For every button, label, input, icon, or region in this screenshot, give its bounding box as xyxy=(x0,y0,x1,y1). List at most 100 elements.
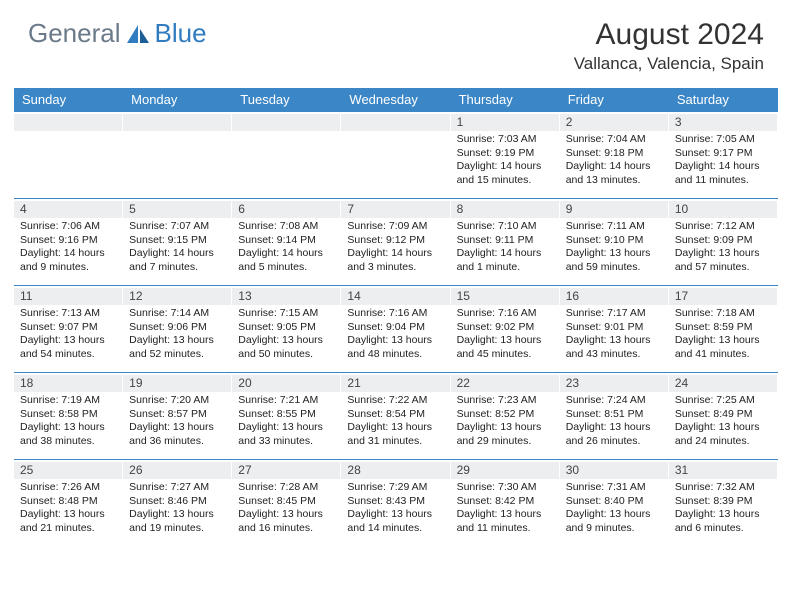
day-number: 7 xyxy=(341,201,449,218)
sunset-line: Sunset: 8:49 PM xyxy=(675,408,773,421)
sunset-line: Sunset: 9:19 PM xyxy=(457,147,555,160)
sunrise-line: Sunrise: 7:26 AM xyxy=(20,481,118,494)
calendar-day: 8 Sunrise: 7:10 AMSunset: 9:11 PMDaylight… xyxy=(451,199,560,285)
daylight-line: Daylight: 14 hours and 11 minutes. xyxy=(675,160,773,187)
day-number: 27 xyxy=(232,462,340,479)
sunrise-line: Sunrise: 7:27 AM xyxy=(129,481,227,494)
calendar-day: 19Sunrise: 7:20 AMSunset: 8:57 PMDayligh… xyxy=(123,373,232,459)
daylight-line: Daylight: 13 hours and 59 minutes. xyxy=(566,247,664,274)
calendar-week: 25Sunrise: 7:26 AMSunset: 8:48 PMDayligh… xyxy=(14,459,778,546)
calendar-day: 21Sunrise: 7:22 AMSunset: 8:54 PMDayligh… xyxy=(341,373,450,459)
calendar-day: 14Sunrise: 7:16 AMSunset: 9:04 PMDayligh… xyxy=(341,286,450,372)
sunset-line: Sunset: 8:51 PM xyxy=(566,408,664,421)
day-number: 12 xyxy=(123,288,231,305)
day-number: 21 xyxy=(341,375,449,392)
brand-word-1: General xyxy=(28,18,121,49)
day-number: 15 xyxy=(451,288,559,305)
sunrise-line: Sunrise: 7:24 AM xyxy=(566,394,664,407)
sunset-line: Sunset: 9:05 PM xyxy=(238,321,336,334)
daylight-line: Daylight: 14 hours and 3 minutes. xyxy=(347,247,445,274)
daylight-line: Daylight: 13 hours and 19 minutes. xyxy=(129,508,227,535)
calendar-day: 10Sunrise: 7:12 AMSunset: 9:09 PMDayligh… xyxy=(669,199,778,285)
calendar-week: 11 Sunrise: 7:13 AMSunset: 9:07 PM Dayligh… xyxy=(14,285,778,372)
sunrise-line: Sunrise: 7:30 AM xyxy=(457,481,555,494)
sunset-line: Sunset: 9:12 PM xyxy=(347,234,445,247)
sunset-line: Sunset: 9:16 PM xyxy=(20,234,118,247)
sunrise-line: Sunrise: 7:09 AM xyxy=(347,220,445,233)
daylight-line: Daylight: 13 hours and 9 minutes. xyxy=(566,508,664,535)
sunrise-line: Sunrise: 7:08 AM xyxy=(238,220,336,233)
daylight-line: Daylight: 13 hours and 29 minutes. xyxy=(457,421,555,448)
day-number: 8 xyxy=(451,201,559,218)
calendar-day: 26Sunrise: 7:27 AMSunset: 8:46 PMDayligh… xyxy=(123,460,232,546)
calendar-day xyxy=(14,112,123,198)
sunset-line: Sunset: 8:58 PM xyxy=(20,408,118,421)
daylight-line: Daylight: 13 hours and 26 minutes. xyxy=(566,421,664,448)
sunset-line: Sunset: 8:43 PM xyxy=(347,495,445,508)
brand-logo: General Blue xyxy=(28,18,207,49)
daylight-line: Daylight: 14 hours and 1 minute. xyxy=(457,247,555,274)
calendar-day: 7 Sunrise: 7:09 AMSunset: 9:12 PMDaylight… xyxy=(341,199,450,285)
calendar: SundayMondayTuesdayWednesdayThursdayFrid… xyxy=(14,88,778,546)
daylight-line: Daylight: 13 hours and 57 minutes. xyxy=(675,247,773,274)
day-number: 18 xyxy=(14,375,122,392)
sunrise-line: Sunrise: 7:12 AM xyxy=(675,220,773,233)
day-number xyxy=(14,114,122,131)
daylight-line: Daylight: 13 hours and 50 minutes. xyxy=(238,334,336,361)
sunset-line: Sunset: 9:07 PM xyxy=(20,321,118,334)
calendar-day: 25Sunrise: 7:26 AMSunset: 8:48 PMDayligh… xyxy=(14,460,123,546)
calendar-day xyxy=(232,112,341,198)
calendar-week: 18 Sunrise: 7:19 AMSunset: 8:58 PM Dayligh… xyxy=(14,372,778,459)
daylight-line: Daylight: 13 hours and 52 minutes. xyxy=(129,334,227,361)
calendar-week: 4 Sunrise: 7:06 AMSunset: 9:16 PM Daylight… xyxy=(14,198,778,285)
sunrise-line: Sunrise: 7:16 AM xyxy=(347,307,445,320)
daylight-line: Daylight: 13 hours and 33 minutes. xyxy=(238,421,336,448)
calendar-body: 1Sunrise: 7:03 AMSunset: 9:19 PMDaylight… xyxy=(14,111,778,546)
weekday-header: Sunday xyxy=(14,88,123,111)
sunrise-line: Sunrise: 7:20 AM xyxy=(129,394,227,407)
sunset-line: Sunset: 8:59 PM xyxy=(675,321,773,334)
sunrise-line: Sunrise: 7:17 AM xyxy=(566,307,664,320)
calendar-day xyxy=(341,112,450,198)
sunset-line: Sunset: 9:02 PM xyxy=(457,321,555,334)
sunrise-line: Sunrise: 7:10 AM xyxy=(457,220,555,233)
daylight-line: Daylight: 13 hours and 24 minutes. xyxy=(675,421,773,448)
sunrise-line: Sunrise: 7:04 AM xyxy=(566,133,664,146)
sunset-line: Sunset: 8:46 PM xyxy=(129,495,227,508)
sunrise-line: Sunrise: 7:07 AM xyxy=(129,220,227,233)
day-number: 11 xyxy=(14,288,122,305)
daylight-line: Daylight: 13 hours and 21 minutes. xyxy=(20,508,118,535)
sunset-line: Sunset: 8:40 PM xyxy=(566,495,664,508)
sunrise-line: Sunrise: 7:19 AM xyxy=(20,394,118,407)
sunset-line: Sunset: 9:04 PM xyxy=(347,321,445,334)
daylight-line: Daylight: 14 hours and 15 minutes. xyxy=(457,160,555,187)
daylight-line: Daylight: 14 hours and 7 minutes. xyxy=(129,247,227,274)
sunset-line: Sunset: 9:11 PM xyxy=(457,234,555,247)
day-number: 31 xyxy=(669,462,777,479)
weekday-header: Saturday xyxy=(669,88,778,111)
sunset-line: Sunset: 9:10 PM xyxy=(566,234,664,247)
calendar-day: 24Sunrise: 7:25 AMSunset: 8:49 PMDayligh… xyxy=(669,373,778,459)
calendar-day: 15Sunrise: 7:16 AMSunset: 9:02 PMDayligh… xyxy=(451,286,560,372)
day-number: 13 xyxy=(232,288,340,305)
day-number xyxy=(123,114,231,131)
calendar-day: 13Sunrise: 7:15 AMSunset: 9:05 PMDayligh… xyxy=(232,286,341,372)
sunset-line: Sunset: 8:39 PM xyxy=(675,495,773,508)
day-number: 4 xyxy=(14,201,122,218)
calendar-day: 23Sunrise: 7:24 AMSunset: 8:51 PMDayligh… xyxy=(560,373,669,459)
page-title: August 2024 xyxy=(574,18,764,52)
weekday-header: Tuesday xyxy=(232,88,341,111)
sunrise-line: Sunrise: 7:06 AM xyxy=(20,220,118,233)
daylight-line: Daylight: 13 hours and 6 minutes. xyxy=(675,508,773,535)
page-subtitle: Vallanca, Valencia, Spain xyxy=(574,54,764,74)
day-number: 29 xyxy=(451,462,559,479)
sunset-line: Sunset: 9:14 PM xyxy=(238,234,336,247)
sunrise-line: Sunrise: 7:13 AM xyxy=(20,307,118,320)
daylight-line: Daylight: 13 hours and 45 minutes. xyxy=(457,334,555,361)
calendar-day: 4Sunrise: 7:06 AMSunset: 9:16 PMDaylight… xyxy=(14,199,123,285)
daylight-line: Daylight: 13 hours and 31 minutes. xyxy=(347,421,445,448)
calendar-day: 5Sunrise: 7:07 AMSunset: 9:15 PMDaylight… xyxy=(123,199,232,285)
header: General Blue August 2024 Vallanca, Valen… xyxy=(0,0,792,82)
calendar-day: 31Sunrise: 7:32 AMSunset: 8:39 PMDayligh… xyxy=(669,460,778,546)
sunrise-line: Sunrise: 7:29 AM xyxy=(347,481,445,494)
